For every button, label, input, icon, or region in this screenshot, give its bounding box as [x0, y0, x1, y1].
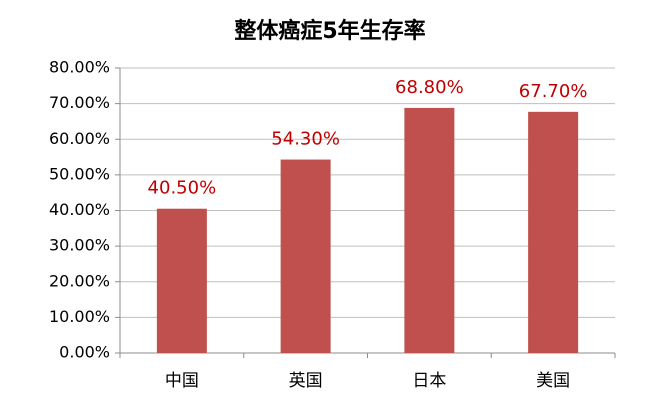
data-label: 67.70% [519, 81, 588, 102]
y-tick-label: 60.00% [49, 129, 110, 148]
data-label: 68.80% [395, 77, 464, 98]
y-tick-label: 80.00% [49, 58, 110, 77]
x-tick-label: 英国 [289, 371, 323, 391]
y-tick-label: 50.00% [49, 164, 110, 183]
chart-title: 整体癌症5年生存率 [234, 18, 425, 44]
bar [404, 107, 455, 354]
bar [528, 111, 579, 353]
y-tick-label: 40.00% [49, 200, 110, 219]
y-tick-label: 0.00% [59, 343, 110, 362]
data-label: 54.30% [271, 129, 340, 150]
bar [156, 208, 207, 353]
y-tick-label: 30.00% [49, 236, 110, 255]
y-tick-label: 20.00% [49, 271, 110, 290]
x-tick-label: 美国 [536, 371, 570, 391]
y-tick-label: 10.00% [49, 307, 110, 326]
bar [280, 159, 331, 353]
y-tick-label: 70.00% [49, 93, 110, 112]
data-label: 40.50% [148, 178, 217, 199]
x-tick-label: 中国 [165, 371, 199, 391]
x-tick-label: 日本 [412, 371, 446, 391]
